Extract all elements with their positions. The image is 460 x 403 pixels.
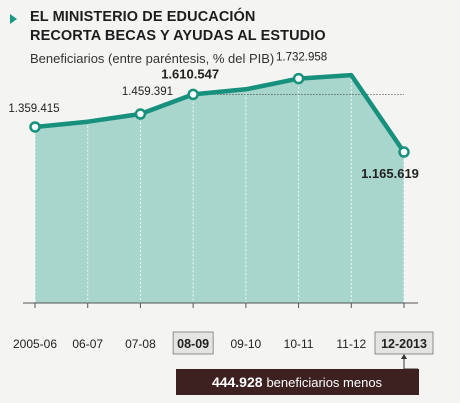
callout-arrow-icon	[401, 354, 407, 359]
data-label: 1.610.547	[161, 66, 219, 81]
x-tick-label: 12-2013	[381, 337, 427, 351]
x-tick-label: 2005-06	[13, 337, 57, 351]
series-line	[32, 72, 407, 155]
callout-text: 444.928 beneficiarios menos	[212, 374, 383, 390]
title-arrow-icon	[10, 14, 17, 24]
data-label: 1.359.415	[8, 103, 59, 115]
data-label: 1.732.958	[276, 52, 327, 64]
x-tick-label: 07-08	[125, 337, 156, 351]
x-tick-label: 06-07	[72, 337, 103, 351]
chart-area-fill	[35, 75, 404, 303]
callout-label: beneficiarios menos	[266, 375, 382, 390]
x-tick-label: 09-10	[231, 337, 262, 351]
data-point	[292, 72, 305, 85]
x-tick-highlight-box	[172, 331, 214, 355]
data-point	[134, 108, 147, 120]
data-point	[29, 121, 41, 133]
x-tick-label: 10-11	[284, 337, 314, 351]
chart-title-line-1: EL MINISTERIO DE EDUCACIÓN	[30, 9, 256, 25]
x-tick-label: 11-12	[336, 337, 366, 351]
chart-title-line-2: RECORTA BECAS Y AYUDAS AL ESTUDIO	[30, 28, 326, 44]
callout-box	[176, 369, 419, 395]
x-tick-label: 08-09	[177, 337, 209, 351]
data-label: 1.459.391	[122, 86, 173, 98]
chart-subtitle: Beneficiarios (entre paréntesis, % del P…	[30, 51, 275, 66]
title-block: EL MINISTERIO DE EDUCACIÓN RECORTA BECAS…	[10, 8, 326, 46]
data-point	[398, 146, 410, 158]
callout-value: 444.928	[212, 374, 267, 390]
data-point	[187, 88, 199, 101]
data-label: 1.165.619	[361, 166, 419, 181]
